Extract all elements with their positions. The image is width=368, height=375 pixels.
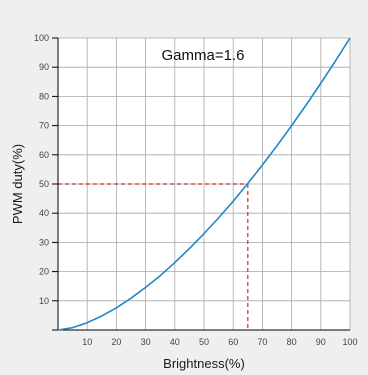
gamma-curve-line (57, 37, 351, 331)
x-axis-title: Brightness(%) (163, 356, 245, 371)
y-tick-label: 50 (39, 179, 49, 189)
reference-lines (58, 183, 249, 330)
x-tick-label: 70 (257, 337, 267, 347)
y-tick-label: 100 (34, 33, 49, 43)
x-tick-label: 50 (199, 337, 209, 347)
axes (52, 37, 350, 331)
gamma-annotation: Gamma=1.6 (162, 47, 245, 64)
x-tick-label: 90 (316, 337, 326, 347)
x-tick-label: 60 (228, 337, 238, 347)
y-tick-label: 10 (39, 296, 49, 306)
x-tick-label: 40 (170, 337, 180, 347)
y-tick-label: 30 (39, 237, 49, 247)
grid (58, 37, 351, 330)
y-tick-label: 70 (39, 121, 49, 131)
y-tick-label: 60 (39, 150, 49, 160)
y-tick-label: 80 (39, 91, 49, 101)
x-tick-label: 80 (287, 337, 297, 347)
y-tick-label: 40 (39, 208, 49, 218)
y-tick-label: 90 (39, 62, 49, 72)
x-tick-label: 100 (342, 337, 357, 347)
y-axis-title: PWM duty(%) (10, 144, 25, 224)
tick-labels: 10 20 30 40 50 60 70 80 90 100 10 20 30 40 50 60 70 80 90 1… (34, 33, 358, 347)
y-tick-label: 20 (39, 267, 49, 277)
x-tick-label: 30 (141, 337, 151, 347)
x-tick-label: 20 (111, 337, 121, 347)
series (57, 37, 351, 331)
x-tick-label: 10 (82, 337, 92, 347)
